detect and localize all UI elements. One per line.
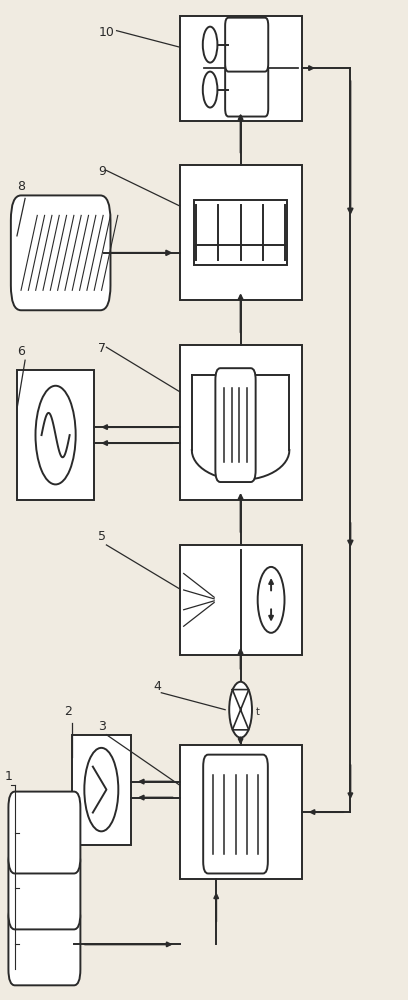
Bar — [17, 210, 104, 295]
Text: 2: 2 — [64, 705, 71, 718]
FancyBboxPatch shape — [203, 755, 268, 873]
Text: 10: 10 — [98, 26, 114, 39]
Text: 8: 8 — [17, 180, 25, 193]
Bar — [180, 16, 302, 121]
FancyBboxPatch shape — [9, 903, 80, 985]
FancyBboxPatch shape — [9, 848, 80, 929]
Circle shape — [203, 27, 217, 63]
FancyBboxPatch shape — [11, 195, 111, 310]
Circle shape — [229, 682, 252, 738]
Text: 6: 6 — [17, 345, 25, 358]
Circle shape — [258, 567, 284, 633]
FancyBboxPatch shape — [225, 63, 268, 117]
Text: 5: 5 — [98, 530, 106, 543]
Bar — [180, 745, 302, 879]
Text: 3: 3 — [98, 720, 106, 733]
Circle shape — [35, 386, 75, 484]
FancyBboxPatch shape — [215, 368, 256, 482]
Bar — [17, 370, 94, 500]
Text: 9: 9 — [98, 165, 106, 178]
Text: 1: 1 — [5, 770, 13, 783]
Bar — [180, 345, 302, 500]
Text: 7: 7 — [98, 342, 106, 355]
FancyBboxPatch shape — [9, 792, 80, 873]
Text: 4: 4 — [153, 680, 161, 693]
Circle shape — [84, 748, 118, 831]
Text: t: t — [256, 707, 260, 717]
Bar — [180, 165, 302, 300]
Bar — [180, 545, 302, 655]
Bar — [72, 735, 131, 845]
Bar — [194, 200, 287, 265]
FancyBboxPatch shape — [225, 18, 268, 72]
Circle shape — [203, 72, 217, 108]
